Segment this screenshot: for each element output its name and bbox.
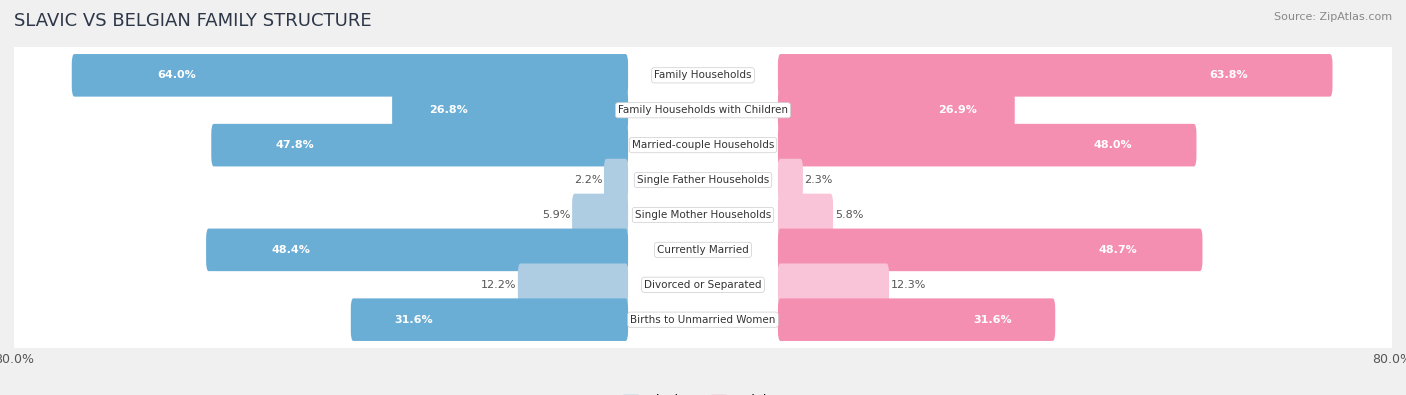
Text: 31.6%: 31.6% <box>973 315 1012 325</box>
FancyBboxPatch shape <box>605 159 628 201</box>
FancyBboxPatch shape <box>778 263 889 306</box>
FancyBboxPatch shape <box>10 218 1396 282</box>
FancyBboxPatch shape <box>350 298 628 341</box>
Text: 64.0%: 64.0% <box>157 70 195 80</box>
FancyBboxPatch shape <box>778 298 1056 341</box>
Text: 47.8%: 47.8% <box>276 140 315 150</box>
FancyBboxPatch shape <box>10 253 1396 316</box>
Text: 26.9%: 26.9% <box>939 105 977 115</box>
Text: 5.8%: 5.8% <box>835 210 863 220</box>
FancyBboxPatch shape <box>778 229 1202 271</box>
Text: Family Households with Children: Family Households with Children <box>619 105 787 115</box>
Text: Married-couple Households: Married-couple Households <box>631 140 775 150</box>
FancyBboxPatch shape <box>517 263 628 306</box>
Text: 63.8%: 63.8% <box>1209 70 1247 80</box>
FancyBboxPatch shape <box>572 194 628 236</box>
Text: SLAVIC VS BELGIAN FAMILY STRUCTURE: SLAVIC VS BELGIAN FAMILY STRUCTURE <box>14 12 371 30</box>
FancyBboxPatch shape <box>392 89 628 132</box>
Text: 48.7%: 48.7% <box>1098 245 1137 255</box>
Text: Currently Married: Currently Married <box>657 245 749 255</box>
Legend: Slavic, Belgian: Slavic, Belgian <box>623 394 783 395</box>
FancyBboxPatch shape <box>10 148 1396 212</box>
FancyBboxPatch shape <box>10 79 1396 142</box>
Text: 5.9%: 5.9% <box>541 210 571 220</box>
FancyBboxPatch shape <box>10 183 1396 247</box>
Text: 12.2%: 12.2% <box>481 280 516 290</box>
Text: 26.8%: 26.8% <box>429 105 468 115</box>
Text: Single Mother Households: Single Mother Households <box>636 210 770 220</box>
Text: Divorced or Separated: Divorced or Separated <box>644 280 762 290</box>
FancyBboxPatch shape <box>778 159 803 201</box>
FancyBboxPatch shape <box>72 54 628 97</box>
FancyBboxPatch shape <box>10 288 1396 352</box>
Text: 48.4%: 48.4% <box>271 245 311 255</box>
Text: 12.3%: 12.3% <box>891 280 927 290</box>
Text: 2.3%: 2.3% <box>804 175 832 185</box>
FancyBboxPatch shape <box>778 89 1015 132</box>
Text: Single Father Households: Single Father Households <box>637 175 769 185</box>
FancyBboxPatch shape <box>778 54 1333 97</box>
FancyBboxPatch shape <box>10 43 1396 107</box>
Text: Births to Unmarried Women: Births to Unmarried Women <box>630 315 776 325</box>
FancyBboxPatch shape <box>778 124 1197 166</box>
Text: Family Households: Family Households <box>654 70 752 80</box>
Text: 31.6%: 31.6% <box>394 315 433 325</box>
FancyBboxPatch shape <box>211 124 628 166</box>
FancyBboxPatch shape <box>207 229 628 271</box>
Text: 2.2%: 2.2% <box>574 175 602 185</box>
Text: 48.0%: 48.0% <box>1094 140 1132 150</box>
FancyBboxPatch shape <box>778 194 832 236</box>
FancyBboxPatch shape <box>10 113 1396 177</box>
Text: Source: ZipAtlas.com: Source: ZipAtlas.com <box>1274 12 1392 22</box>
